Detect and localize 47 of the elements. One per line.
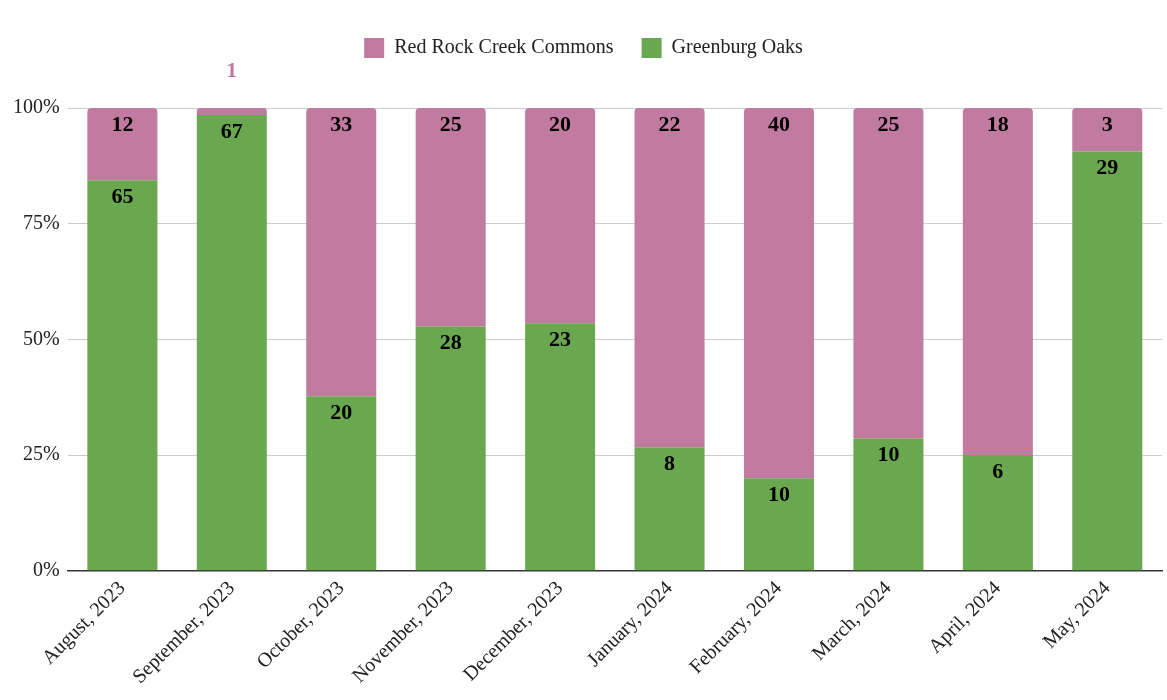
annotation: 65 [111, 182, 134, 208]
bar [415, 108, 486, 327]
y-tick-label: 50% [22, 326, 60, 349]
annotation: 28 [439, 329, 462, 355]
y-tick-label: 0% [32, 558, 60, 581]
bar [1072, 108, 1143, 152]
bar [634, 447, 705, 571]
bar [415, 326, 486, 571]
bar [196, 114, 267, 571]
annotation: 12 [111, 110, 134, 136]
bar [525, 108, 596, 324]
bar [634, 108, 705, 448]
annotation: 20 [549, 110, 572, 136]
y-tick-label: 100% [12, 95, 60, 118]
bar [525, 323, 596, 571]
annotation: 29 [1096, 154, 1119, 180]
y-tick-label: 75% [22, 210, 60, 233]
bar [743, 478, 814, 571]
legend-label: Greenburg Oaks [671, 35, 804, 59]
annotation: 10 [767, 480, 790, 506]
bar [962, 108, 1033, 456]
bar [962, 455, 1033, 571]
bar [196, 108, 267, 115]
annotation: 3 [1101, 110, 1113, 136]
annotation: 1 [226, 56, 238, 82]
legend-label: Red Rock Creek Commons [394, 35, 614, 58]
annotation: 22 [658, 110, 681, 136]
annotation: 25 [439, 110, 462, 136]
annotation: 25 [877, 110, 900, 136]
annotation: 10 [877, 441, 900, 467]
bar [853, 438, 924, 571]
annotation: 8 [664, 449, 676, 475]
annotation: 33 [330, 110, 353, 136]
annotation: 20 [330, 398, 353, 424]
annotation: 18 [986, 110, 1009, 136]
annotation: 6 [992, 457, 1004, 483]
annotation: 67 [220, 117, 243, 143]
bar [87, 180, 158, 571]
bar [853, 108, 924, 439]
annotation: 23 [549, 325, 572, 351]
bar [87, 108, 158, 181]
bar [1072, 151, 1143, 571]
bar [743, 108, 814, 479]
y-tick-label: 25% [22, 442, 60, 465]
annotation: 40 [767, 110, 790, 136]
bar [306, 396, 377, 571]
bar [306, 108, 377, 397]
